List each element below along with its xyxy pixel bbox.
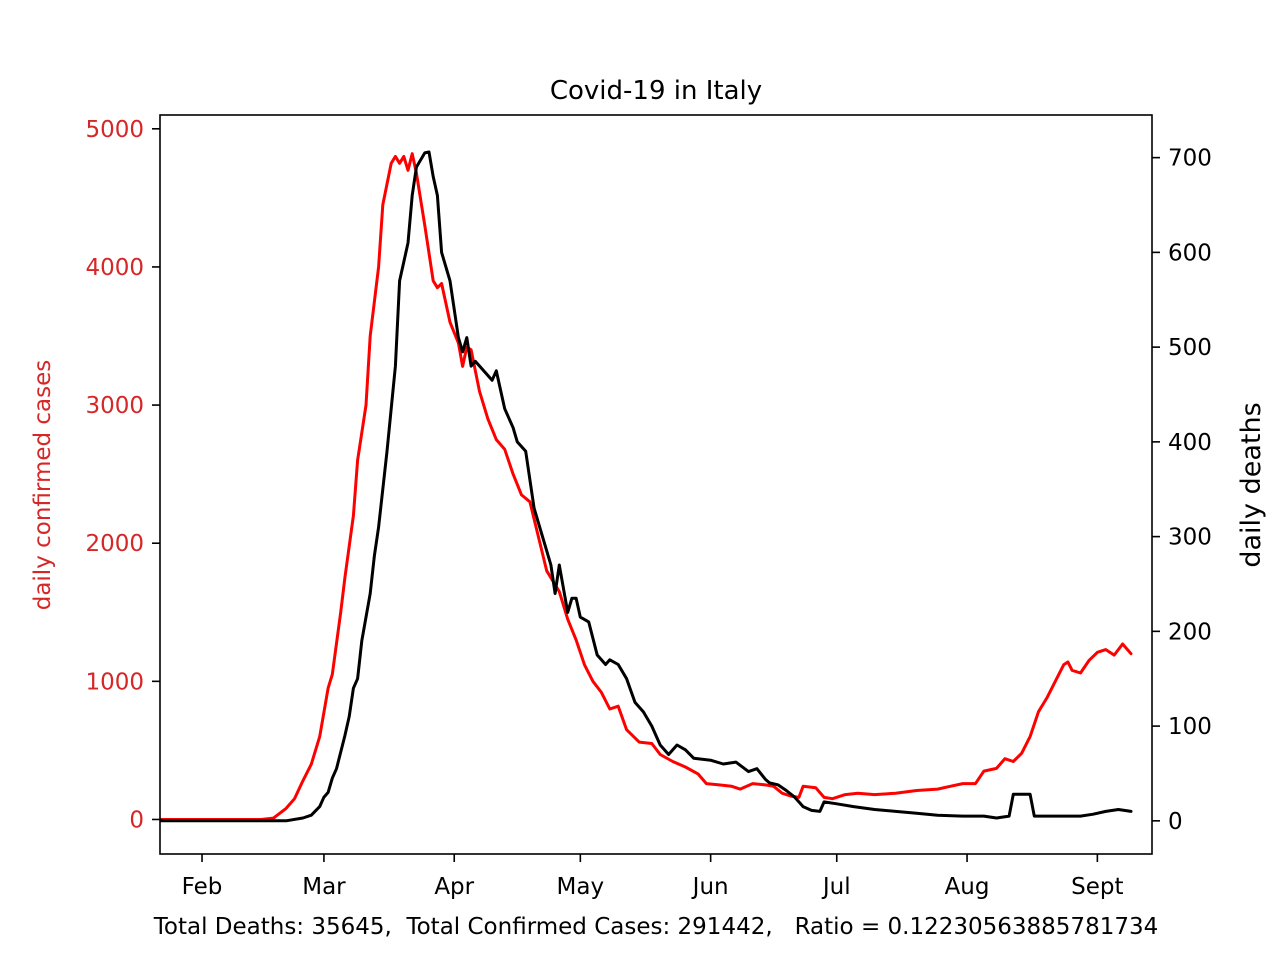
x-tick-label: Feb <box>182 874 223 900</box>
series-layer <box>160 150 1133 823</box>
x-tick-label: Aug <box>945 874 990 900</box>
left-tick-label: 1000 <box>85 669 144 695</box>
cases-line <box>160 152 1133 821</box>
right-tick-label: 600 <box>1168 240 1212 266</box>
x-axis: Feb Mar Apr May Jun Jul Aug Sept <box>182 854 1124 900</box>
right-tick-label: 200 <box>1168 619 1212 645</box>
left-axis-label: daily confirmed cases <box>30 360 56 611</box>
x-tick-label: Mar <box>302 874 346 900</box>
right-tick-label: 100 <box>1168 714 1212 740</box>
footer-stats: Total Deaths: 35645, Total Confirmed Cas… <box>153 914 1159 940</box>
left-tick-label: 4000 <box>85 255 144 281</box>
right-tick-label: 0 <box>1168 809 1183 835</box>
x-tick-label: Jun <box>691 874 729 900</box>
deaths-line <box>160 150 1133 823</box>
chart-title: Covid-19 in Italy <box>550 76 762 106</box>
x-tick-label: May <box>557 874 605 900</box>
left-tick-label: 3000 <box>85 393 144 419</box>
right-tick-label: 400 <box>1168 430 1212 456</box>
x-tick-label: Jul <box>821 874 851 900</box>
right-tick-label: 700 <box>1168 146 1212 172</box>
left-tick-label: 2000 <box>85 531 144 557</box>
plot-area <box>159 114 1153 855</box>
right-axis-label: daily deaths <box>1236 402 1267 567</box>
x-tick-label: Apr <box>434 874 474 900</box>
x-tick-label: Sept <box>1071 874 1123 900</box>
left-tick-label: 5000 <box>85 117 144 143</box>
right-y-axis: 0 100 200 300 400 500 600 700 <box>1152 146 1212 835</box>
right-tick-label: 500 <box>1168 335 1212 361</box>
plot-frame <box>159 114 1153 855</box>
left-tick-label: 0 <box>129 807 144 833</box>
right-tick-label: 300 <box>1168 525 1212 551</box>
left-y-axis: 0 1000 2000 3000 4000 5000 <box>85 117 160 833</box>
